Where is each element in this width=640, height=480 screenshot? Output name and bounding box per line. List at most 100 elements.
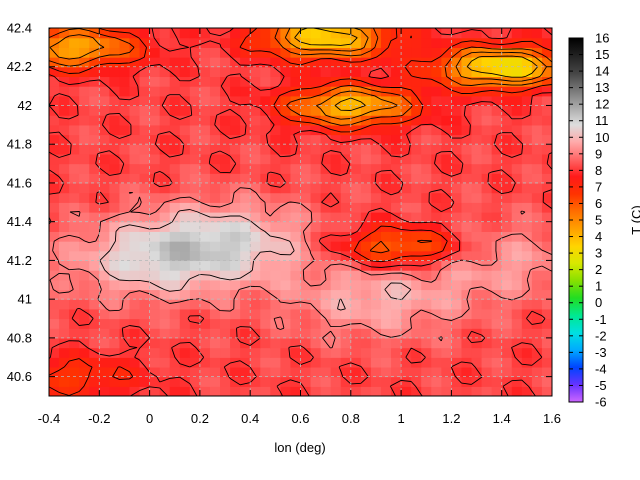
heatmap-cell (320, 124, 332, 136)
heatmap-cell (149, 221, 161, 232)
heatmap-cell (290, 163, 302, 174)
heatmap-cell (169, 202, 181, 213)
heatmap-cell (541, 115, 552, 126)
heatmap-cell (491, 124, 503, 136)
heatmap-cell (481, 66, 493, 78)
heatmap-cell (230, 221, 241, 232)
heatmap-cell (471, 115, 483, 126)
colorbar-tick-label: 3 (595, 246, 602, 261)
heatmap-cell (431, 366, 442, 378)
heatmap-cell (290, 202, 302, 213)
heatmap-cell (471, 260, 483, 271)
colorbar-tick-label: 9 (595, 146, 602, 161)
heatmap-cell (310, 386, 322, 396)
heatmap-cell (350, 231, 362, 242)
heatmap-cell (360, 192, 372, 203)
heatmap-cell (230, 57, 241, 68)
heatmap-cell (280, 163, 292, 174)
heatmap-cell (391, 47, 402, 58)
heatmap-cell (79, 270, 90, 281)
heatmap-cell (310, 270, 322, 281)
heatmap-cell (59, 328, 70, 339)
heatmap-cell (280, 153, 292, 165)
heatmap-cell (230, 202, 241, 213)
heatmap-cell (421, 221, 432, 232)
heatmap-cell (79, 221, 90, 232)
heatmap-cell (511, 86, 523, 97)
heatmap-cell (421, 57, 432, 68)
heatmap-cell (360, 328, 372, 339)
heatmap-cell (209, 241, 221, 252)
heatmap-cell (119, 115, 131, 126)
heatmap-cell (109, 376, 121, 387)
heatmap-cell (310, 192, 322, 203)
heatmap-cell (501, 202, 513, 213)
heatmap-cell (250, 86, 261, 97)
heatmap-cell (139, 357, 151, 368)
heatmap-cell (360, 86, 372, 97)
heatmap-cell (391, 153, 402, 165)
heatmap-cell (99, 260, 110, 271)
heatmap-cell (240, 202, 251, 213)
heatmap-cell (79, 182, 90, 194)
heatmap-cell (89, 163, 100, 174)
heatmap-cell (330, 202, 342, 213)
heatmap-cell (209, 231, 221, 242)
heatmap-cell (169, 173, 181, 184)
heatmap-cell (431, 37, 442, 48)
heatmap-cell (230, 86, 241, 97)
heatmap-cell (461, 28, 473, 39)
heatmap-cell (89, 221, 100, 232)
heatmap-cell (461, 144, 473, 155)
heatmap-cell (189, 328, 201, 339)
heatmap-cell (49, 221, 60, 232)
heatmap-cell (49, 144, 60, 155)
heatmap-cell (109, 386, 121, 396)
heatmap-cell (461, 134, 473, 145)
heatmap-cell (240, 163, 251, 174)
heatmap-cell (119, 250, 131, 262)
heatmap-cell (310, 173, 322, 184)
heatmap-cell (109, 86, 121, 97)
heatmap-cell (280, 202, 292, 213)
heatmap-cell (109, 173, 121, 184)
heatmap-cell (320, 76, 332, 87)
heatmap-cell (129, 337, 141, 349)
heatmap-cell (350, 308, 362, 320)
heatmap-cell (511, 318, 523, 329)
heatmap-cell (471, 57, 483, 68)
heatmap-cell (531, 357, 543, 368)
heatmap-cell (209, 357, 221, 368)
heatmap-cell (391, 270, 402, 281)
heatmap-cell (260, 124, 271, 136)
heatmap-cell (300, 134, 312, 145)
heatmap-cell (411, 37, 422, 48)
heatmap-cell (370, 182, 382, 194)
heatmap-cell (209, 153, 221, 165)
heatmap-cell (310, 318, 322, 329)
heatmap-cell (59, 153, 70, 165)
heatmap-cell (541, 279, 552, 291)
heatmap-cell (441, 366, 452, 378)
heatmap-cell (179, 115, 191, 126)
heatmap-cell (99, 66, 110, 78)
heatmap-cell (370, 366, 382, 378)
heatmap-cell (300, 221, 312, 232)
heatmap-cell (250, 357, 261, 368)
heatmap-cell (521, 134, 533, 145)
heatmap-cell (189, 299, 201, 310)
heatmap-cell (169, 289, 181, 300)
heatmap-cell (139, 47, 151, 58)
heatmap-cell (290, 37, 302, 48)
heatmap-cell (441, 37, 452, 48)
heatmap-cell (441, 347, 452, 358)
heatmap-cell (471, 124, 483, 136)
heatmap-cell (300, 308, 312, 320)
heatmap-cell (350, 241, 362, 252)
heatmap-cell (451, 66, 463, 78)
heatmap-cell (411, 182, 422, 194)
heatmap-cell (521, 124, 533, 136)
heatmap-cell (209, 299, 221, 310)
heatmap-cell (89, 376, 100, 387)
heatmap-cell (119, 241, 131, 252)
